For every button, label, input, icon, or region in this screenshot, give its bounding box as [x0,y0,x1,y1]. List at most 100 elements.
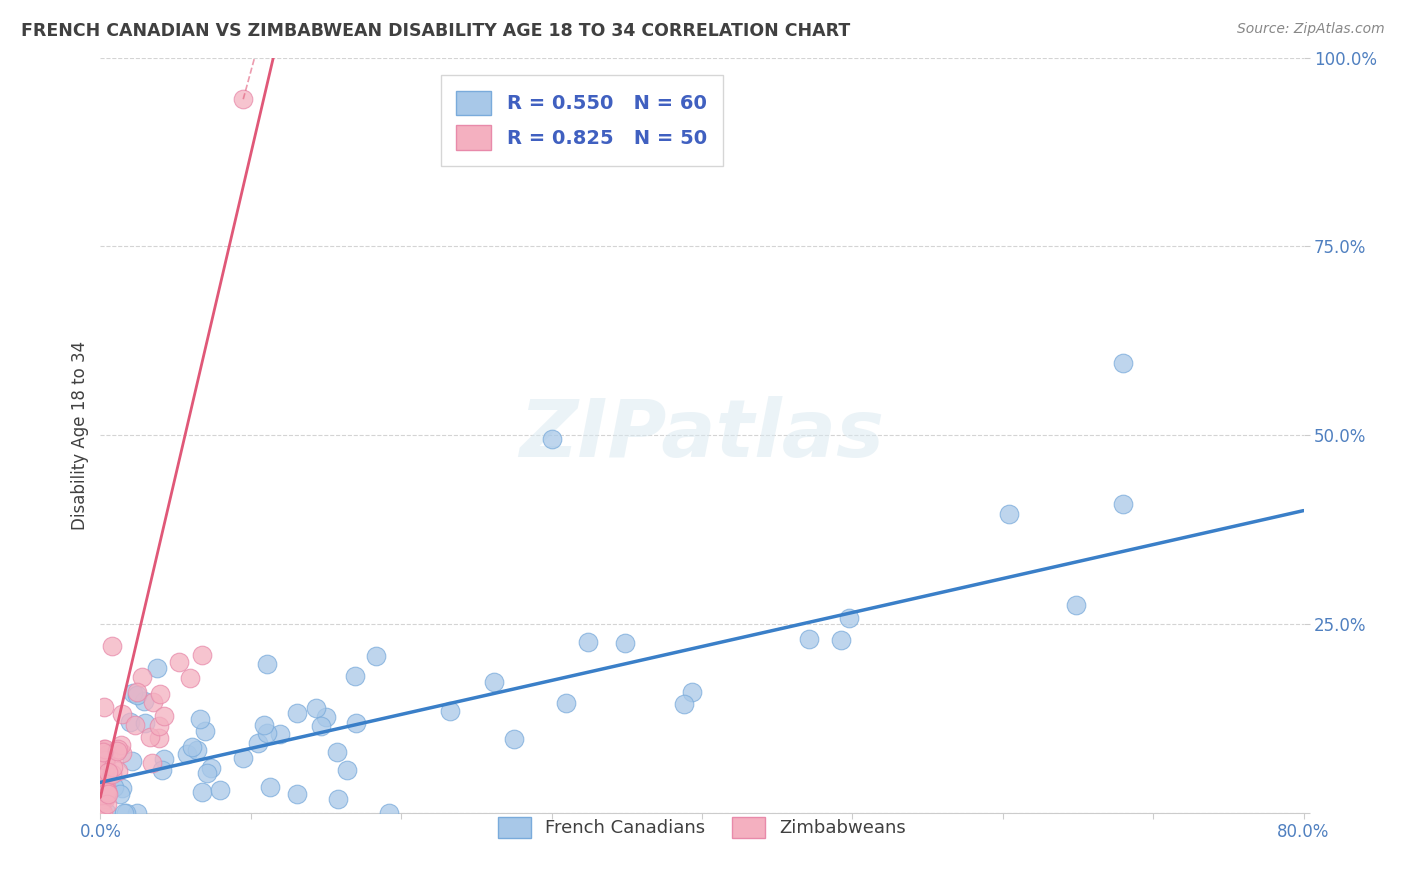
Point [232,92,254,106]
Point [93,744,115,758]
Point [94,805,117,819]
Point [127,689,149,703]
Point [1112,356,1135,370]
Point [96,750,118,764]
Point [94,792,117,806]
Point [681,685,703,699]
Point [482,674,505,689]
Point [256,726,278,740]
Point [186,743,208,757]
Point [94,753,117,767]
Point [93,699,115,714]
Point [94,784,117,798]
Point [285,787,308,801]
Point [146,661,169,675]
Point [838,610,860,624]
Point [364,648,387,663]
Text: Source: ZipAtlas.com: Source: ZipAtlas.com [1237,22,1385,37]
Point [94,750,117,764]
Point [193,723,215,738]
Point [110,738,132,752]
Point [998,508,1021,522]
Point [94,785,117,799]
Point [200,761,222,775]
Point [309,718,332,732]
Point [315,710,337,724]
Point [90,775,112,789]
Point [125,805,148,820]
Point [150,763,173,777]
Point [555,697,578,711]
Point [125,685,148,699]
Point [253,717,276,731]
Point [121,754,143,768]
Point [614,636,637,650]
Point [269,727,291,741]
Point [90,782,112,797]
Point [96,768,118,782]
Point [132,694,155,708]
Point [96,797,118,812]
Point [153,709,176,723]
Point [90,797,112,811]
Point [134,716,156,731]
Point [209,782,232,797]
Point [326,745,349,759]
Point [93,776,115,790]
Point [169,655,191,669]
Point [96,782,118,797]
Point [96,787,118,801]
Point [114,805,136,820]
Point [305,701,328,715]
Text: FRENCH CANADIAN VS ZIMBABWEAN DISABILITY AGE 18 TO 34 CORRELATION CHART: FRENCH CANADIAN VS ZIMBABWEAN DISABILITY… [21,22,851,40]
Point [259,780,281,794]
Text: ZIPatlas: ZIPatlas [519,396,884,475]
Point [101,767,124,781]
Point [153,752,176,766]
Point [111,706,134,721]
Point [191,785,214,799]
Point [148,731,170,745]
Point [131,670,153,684]
Point [107,741,129,756]
Point [148,719,170,733]
Point [190,648,212,662]
Point [142,695,165,709]
Point [197,765,219,780]
Point [377,805,399,820]
Point [672,697,695,711]
Point [180,739,202,754]
Point [110,787,132,801]
Point [176,747,198,761]
Point [344,669,367,683]
Point [326,792,349,806]
Point [103,760,125,774]
Point [540,432,562,446]
Point [1064,598,1087,612]
Point [285,706,308,721]
Point [336,764,359,778]
Point [120,715,142,730]
Point [91,777,114,791]
Point [94,742,117,756]
Point [101,640,124,654]
Point [107,764,129,778]
Y-axis label: Disability Age 18 to 34: Disability Age 18 to 34 [72,341,89,530]
Point [830,633,852,648]
Point [97,787,120,801]
Point [797,632,820,647]
Point [94,780,117,795]
Point [94,758,117,772]
Point [96,785,118,799]
Point [114,805,136,820]
Legend: French Canadians, Zimbabweans: French Canadians, Zimbabweans [491,810,912,845]
Point [90,765,112,780]
Point [103,780,125,795]
Point [188,712,211,726]
Point [124,717,146,731]
Point [1112,497,1135,511]
Point [90,788,112,802]
Point [139,731,162,745]
Point [111,780,134,795]
Point [179,671,201,685]
